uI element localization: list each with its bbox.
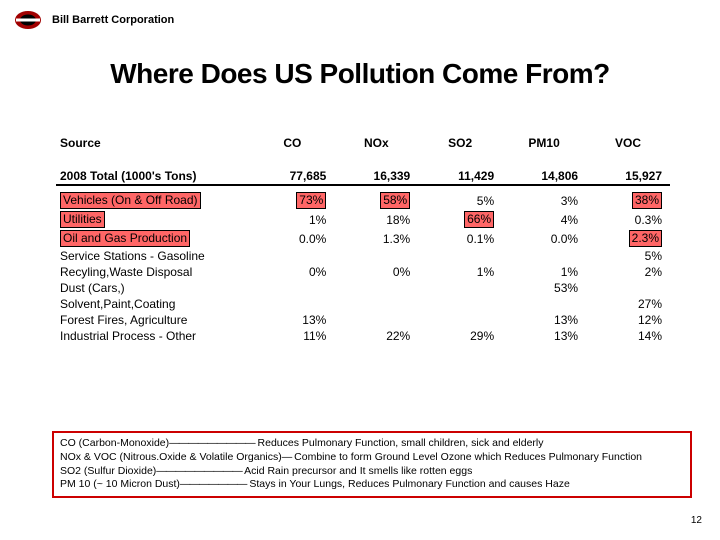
data-cell <box>418 280 502 296</box>
col-header: CO <box>250 134 334 152</box>
table-row: Forest Fires, Agriculture13%13%12% <box>56 312 670 328</box>
data-cell: 53% <box>502 280 586 296</box>
data-cell <box>250 248 334 264</box>
data-cell <box>334 312 418 328</box>
data-cell: 1.3% <box>334 229 418 248</box>
data-cell: 4% <box>502 210 586 229</box>
total-cell: 11,429 <box>418 168 502 185</box>
data-cell: 66% <box>418 210 502 229</box>
row-label: Forest Fires, Agriculture <box>56 312 250 328</box>
data-cell <box>334 248 418 264</box>
definition-row: CO (Carbon-Monoxide) ————————— Reduces P… <box>60 437 684 451</box>
data-cell: 3% <box>502 191 586 210</box>
data-cell: 0.3% <box>586 210 670 229</box>
row-label: Vehicles (On & Off Road) <box>56 191 250 210</box>
col-header: PM10 <box>502 134 586 152</box>
definition-row: NOx & VOC (Nitrous.Oxide & Volatile Orga… <box>60 451 684 465</box>
data-cell: 2.3% <box>586 229 670 248</box>
data-cell: 13% <box>502 328 586 344</box>
row-label: Industrial Process - Other <box>56 328 250 344</box>
data-cell: 13% <box>502 312 586 328</box>
data-cell: 0.0% <box>250 229 334 248</box>
data-cell: 11% <box>250 328 334 344</box>
row-label: Solvent,Paint,Coating <box>56 296 250 312</box>
table-row: Dust (Cars,) 53% <box>56 280 670 296</box>
col-header: SO2 <box>418 134 502 152</box>
table-header: SourceCONOxSO2PM10VOC <box>56 134 670 152</box>
row-label: Recyling,Waste Disposal <box>56 264 250 280</box>
data-cell: 29% <box>418 328 502 344</box>
table-row: Industrial Process - Other11%22%29%13%14… <box>56 328 670 344</box>
row-label: Dust (Cars,) <box>56 280 250 296</box>
total-cell: 77,685 <box>250 168 334 185</box>
col-header: VOC <box>586 134 670 152</box>
pollution-table-container: SourceCONOxSO2PM10VOC 2008 Total (1000's… <box>56 134 670 344</box>
data-cell: 0% <box>250 264 334 280</box>
data-cell <box>502 296 586 312</box>
data-cell: 14% <box>586 328 670 344</box>
table-body: 2008 Total (1000's Tons)77,68516,33911,4… <box>56 152 670 344</box>
slide-title: Where Does US Pollution Come From? <box>0 58 720 90</box>
company-logo-icon <box>14 10 42 30</box>
row-label: Utilities <box>56 210 250 229</box>
data-cell <box>418 296 502 312</box>
definitions-box: CO (Carbon-Monoxide) ————————— Reduces P… <box>52 431 692 498</box>
page-number: 12 <box>691 515 702 526</box>
row-label: Service Stations - Gasoline <box>56 248 250 264</box>
data-cell: 0.1% <box>418 229 502 248</box>
data-cell: 0.0% <box>502 229 586 248</box>
data-cell: 0% <box>334 264 418 280</box>
pollution-table: SourceCONOxSO2PM10VOC 2008 Total (1000's… <box>56 134 670 344</box>
table-row: Oil and Gas Production0.0%1.3%0.1%0.0%2.… <box>56 229 670 248</box>
col-header: Source <box>56 134 250 152</box>
definition-row: PM 10 (~ 10 Micron Dust) ——————— Stays i… <box>60 478 684 492</box>
data-cell <box>250 280 334 296</box>
data-cell: 13% <box>250 312 334 328</box>
data-cell <box>502 248 586 264</box>
row-label: Oil and Gas Production <box>56 229 250 248</box>
total-cell: 14,806 <box>502 168 586 185</box>
data-cell: 27% <box>586 296 670 312</box>
definition-row: SO2 (Sulfur Dioxide) ————————— Acid Rain… <box>60 465 684 479</box>
data-cell: 5% <box>418 191 502 210</box>
data-cell <box>334 280 418 296</box>
data-cell <box>586 280 670 296</box>
data-cell <box>418 312 502 328</box>
company-name: Bill Barrett Corporation <box>52 14 174 26</box>
table-row: Service Stations - Gasoline 5% <box>56 248 670 264</box>
data-cell <box>418 248 502 264</box>
data-cell <box>334 296 418 312</box>
table-row: Solvent,Paint,Coating 27% <box>56 296 670 312</box>
total-label: 2008 Total (1000's Tons) <box>56 168 250 185</box>
col-header: NOx <box>334 134 418 152</box>
data-cell: 1% <box>418 264 502 280</box>
data-cell: 1% <box>250 210 334 229</box>
data-cell: 2% <box>586 264 670 280</box>
total-cell: 15,927 <box>586 168 670 185</box>
data-cell: 73% <box>250 191 334 210</box>
data-cell <box>250 296 334 312</box>
table-row: Recyling,Waste Disposal0%0%1%1%2% <box>56 264 670 280</box>
data-cell: 22% <box>334 328 418 344</box>
total-cell: 16,339 <box>334 168 418 185</box>
data-cell: 5% <box>586 248 670 264</box>
data-cell: 18% <box>334 210 418 229</box>
table-row: Utilities1%18%66%4%0.3% <box>56 210 670 229</box>
data-cell: 38% <box>586 191 670 210</box>
data-cell: 58% <box>334 191 418 210</box>
slide-header: Bill Barrett Corporation <box>0 0 720 30</box>
data-cell: 12% <box>586 312 670 328</box>
data-cell: 1% <box>502 264 586 280</box>
table-row: Vehicles (On & Off Road)73%58%5%3%38% <box>56 191 670 210</box>
